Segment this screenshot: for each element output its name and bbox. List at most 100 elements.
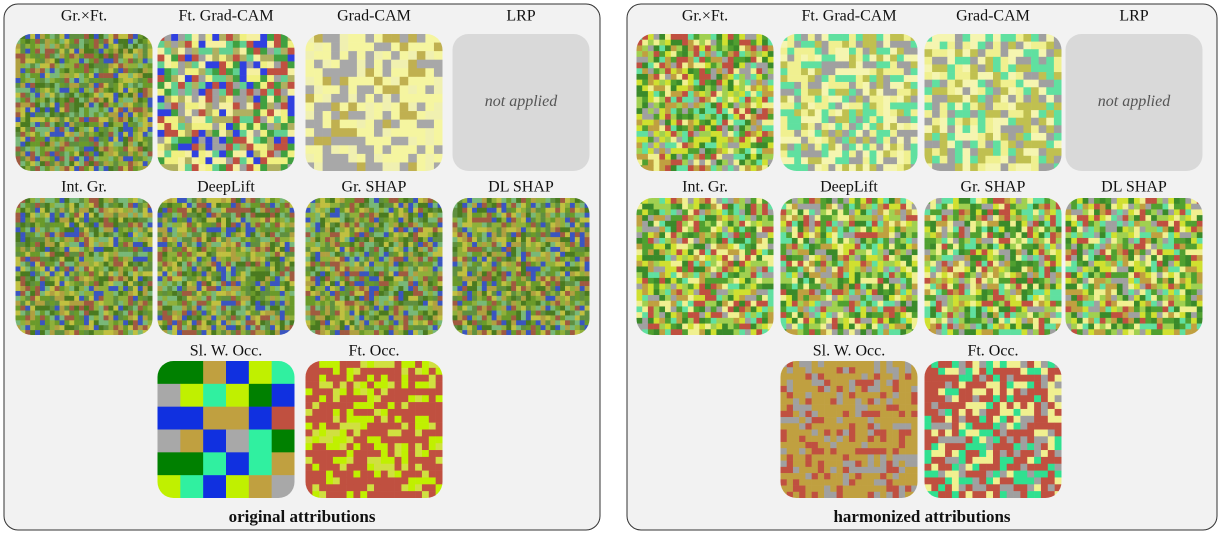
map-cell — [274, 96, 281, 103]
map-cell — [25, 58, 30, 63]
map-cell — [457, 320, 462, 325]
map-cell — [89, 83, 94, 88]
map-cell — [35, 54, 40, 59]
map-cell — [178, 55, 185, 62]
map-cell — [192, 301, 197, 306]
map-cell — [94, 93, 99, 98]
map-cell — [241, 232, 246, 237]
map-cell — [306, 242, 311, 247]
map-cell — [511, 325, 516, 330]
map-cell — [330, 281, 335, 286]
map-cell — [413, 218, 418, 223]
map-cell — [365, 154, 374, 163]
map-cell — [585, 271, 590, 276]
map-cell — [40, 132, 45, 137]
map-cell — [99, 88, 104, 93]
map-cell — [417, 120, 426, 129]
map-cell — [425, 120, 434, 129]
map-cell — [389, 291, 394, 296]
map-cell — [565, 203, 570, 208]
map-cell — [84, 166, 89, 171]
map-cell — [280, 311, 285, 316]
map-cell — [516, 320, 521, 325]
map-cell — [30, 112, 35, 117]
map-cell — [364, 276, 369, 281]
map-cell — [133, 232, 138, 237]
map-cell — [94, 103, 99, 108]
map-cell — [323, 128, 332, 137]
map-cell — [60, 127, 65, 132]
map-cell — [270, 222, 275, 227]
map-cell — [360, 464, 367, 471]
map-cell — [310, 315, 315, 320]
map-cell — [45, 232, 50, 237]
map-cell — [521, 301, 526, 306]
map-cell — [74, 315, 79, 320]
map-cell — [158, 61, 165, 68]
map-cell — [260, 68, 267, 75]
map-cell — [487, 276, 492, 281]
map-cell — [423, 281, 428, 286]
map-cell — [197, 320, 202, 325]
map-cell — [187, 286, 192, 291]
map-cell — [285, 301, 290, 306]
map-cell — [172, 227, 177, 232]
map-cell — [401, 457, 408, 464]
map-cell — [182, 262, 187, 267]
map-cell — [55, 83, 60, 88]
map-cell — [306, 296, 311, 301]
map-cell — [30, 237, 35, 242]
map-cell — [388, 457, 395, 464]
map-cell — [467, 242, 472, 247]
map-cell — [260, 315, 265, 320]
map-cell — [398, 267, 403, 272]
map-cell — [64, 73, 69, 78]
map-cell — [205, 55, 212, 62]
map-cell — [310, 271, 315, 276]
map-cell — [275, 286, 280, 291]
map-cell — [408, 450, 415, 457]
map-cell — [197, 242, 202, 247]
map-cell — [438, 296, 443, 301]
map-cell — [40, 88, 45, 93]
map-cell — [306, 103, 315, 112]
map-cell — [521, 286, 526, 291]
map-cell — [143, 83, 148, 88]
map-cell — [401, 409, 408, 416]
map-cell — [143, 281, 148, 286]
map-cell — [487, 198, 492, 203]
map-cell — [113, 203, 118, 208]
map-cell — [274, 123, 281, 130]
map-cell — [379, 257, 384, 262]
map-cell — [182, 247, 187, 252]
map-cell — [143, 156, 148, 161]
map-cell — [99, 301, 104, 306]
map-cell — [501, 252, 506, 257]
map-cell — [462, 232, 467, 237]
map-cell — [335, 330, 340, 335]
map-cell — [345, 252, 350, 257]
map-cell — [394, 271, 399, 276]
map-cell — [79, 166, 84, 171]
map-cell — [408, 94, 417, 103]
map-cell — [108, 127, 113, 132]
map-cell — [403, 315, 408, 320]
map-cell — [319, 471, 326, 478]
map-cell — [94, 44, 99, 49]
map-cell — [40, 83, 45, 88]
map-cell — [60, 88, 65, 93]
map-cell — [312, 409, 319, 416]
map-cell — [104, 227, 109, 232]
map-cell — [50, 93, 55, 98]
map-cell — [477, 315, 482, 320]
map-cell — [45, 330, 50, 335]
map-cell — [60, 311, 65, 316]
map-cell — [374, 436, 381, 443]
map-cell — [50, 49, 55, 54]
map-cell — [570, 198, 575, 203]
map-cell — [143, 73, 148, 78]
map-cell — [422, 382, 429, 389]
map-cell — [415, 395, 422, 402]
map-cell — [128, 68, 133, 73]
map-cell — [99, 315, 104, 320]
